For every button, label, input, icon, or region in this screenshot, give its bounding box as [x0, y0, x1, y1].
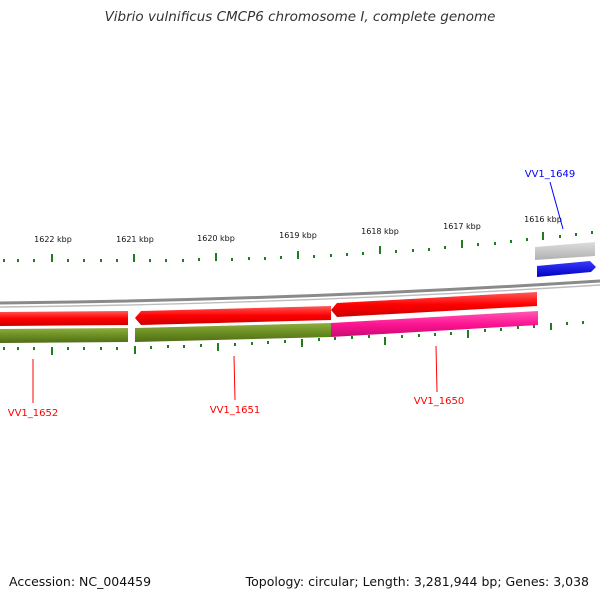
gene-feature-vv1-1651 [135, 306, 331, 325]
gene-label-vv1-1649: VV1_1649 [525, 169, 576, 180]
gene-feature-vv1-1652 [0, 311, 128, 326]
gene-track-green-middle [135, 323, 331, 342]
scale-label: 1621 kbp [116, 235, 154, 244]
gene-feature-vv1-1650 [331, 292, 537, 317]
gene-track-green-left [0, 328, 128, 343]
leader-line-vv1-1651 [233, 355, 236, 401]
gene-label-vv1-1652: VV1_1652 [8, 408, 59, 419]
map-title: Vibrio vulnificus CMCP6 chromosome I, co… [104, 9, 496, 25]
genome-summary-text: Topology: circular; Length: 3,281,944 bp… [245, 574, 589, 589]
leader-line-vv1-1649 [549, 181, 564, 230]
scale-label: 1622 kbp [34, 235, 72, 244]
scale-label: 1616 kbp [524, 215, 562, 224]
inner-tick-row [3, 321, 584, 355]
gene-feature-vv1-1649 [537, 261, 596, 277]
gene-label-vv1-1651: VV1_1651 [210, 405, 261, 416]
scale-label: 1620 kbp [197, 234, 235, 243]
scale-label: 1617 kbp [443, 222, 481, 231]
gene-track-pink [331, 311, 538, 337]
gene-label-vv1-1650: VV1_1650 [414, 396, 465, 407]
gene-feature-gray [535, 242, 595, 260]
leader-line-vv1-1650 [435, 345, 438, 393]
genome-backbone [0, 279, 600, 305]
scale-label: 1619 kbp [279, 231, 317, 240]
outer-tick-row [3, 231, 593, 262]
scale-labels: 1622 kbp 1621 kbp 1620 kbp 1619 kbp 1618… [34, 215, 562, 244]
accession-text: Accession: NC_004459 [9, 574, 152, 589]
scale-label: 1618 kbp [361, 227, 399, 236]
